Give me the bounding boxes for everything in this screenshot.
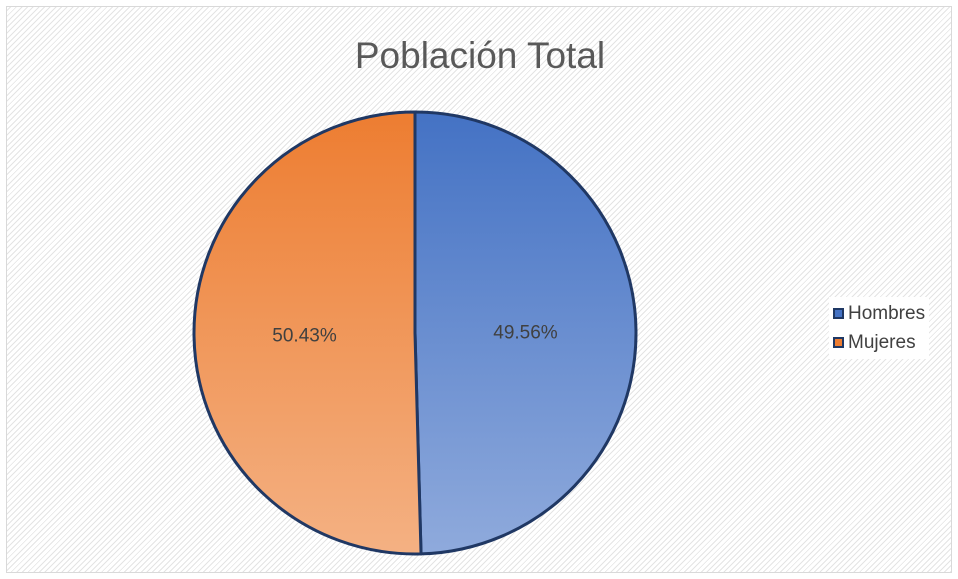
- pie-slice-hombres: [413, 110, 638, 556]
- legend-swatch-hombres: [833, 308, 844, 319]
- chart-title: Población Total: [354, 35, 606, 76]
- data-label-hombres: 49.56%: [493, 322, 558, 343]
- legend-swatch-mujeres: [833, 337, 844, 348]
- pie-slice-mujeres: [192, 110, 423, 556]
- legend: Hombres Mujeres: [829, 297, 930, 359]
- chart-area: Población Total 49.56% 50.43% Hombres Muj…: [6, 6, 952, 573]
- legend-item-hombres: Hombres: [833, 299, 925, 328]
- legend-item-mujeres: Mujeres: [833, 328, 925, 357]
- data-label-mujeres: 50.43%: [272, 326, 337, 347]
- legend-label-hombres: Hombres: [848, 302, 926, 324]
- pie-chart: 49.56% 50.43%: [192, 110, 638, 556]
- legend-label-mujeres: Mujeres: [848, 331, 916, 353]
